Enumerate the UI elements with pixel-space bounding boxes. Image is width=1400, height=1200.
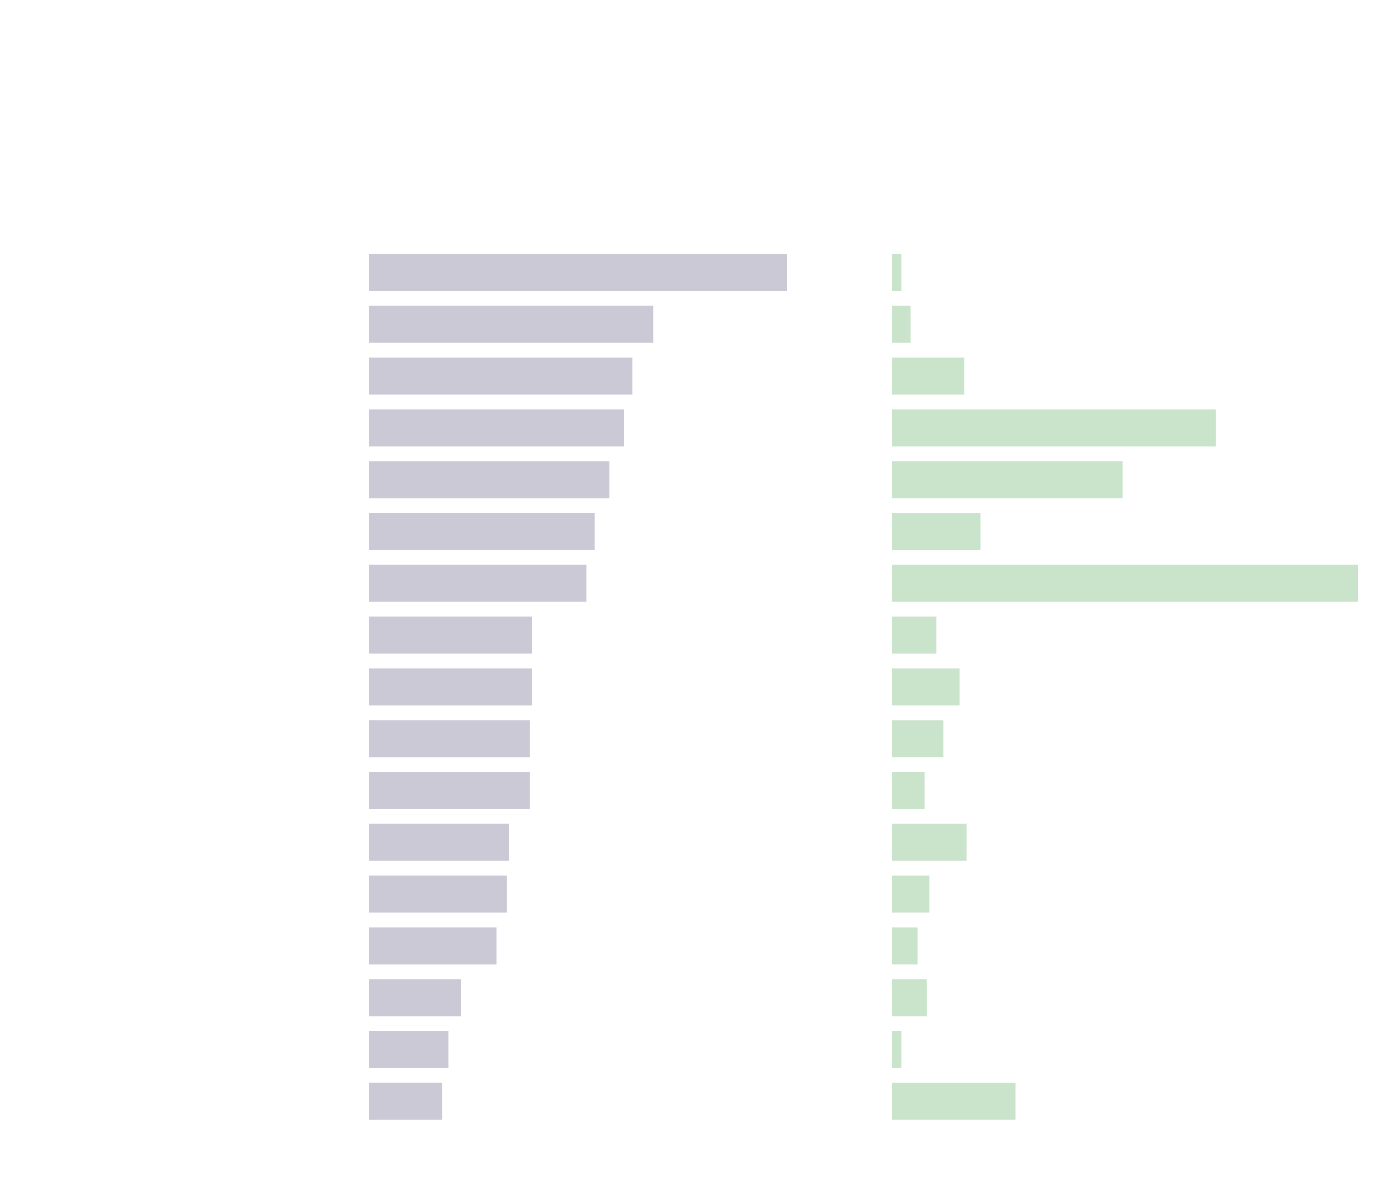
bar-right-10 (892, 720, 944, 758)
bar-left-5 (369, 461, 610, 499)
bar-left-10 (369, 720, 530, 758)
bar-left-8 (369, 616, 532, 654)
bar-left-15 (369, 979, 461, 1017)
bar-right-17 (892, 1082, 1016, 1120)
bar-right-6 (892, 513, 981, 550)
bar-left-16 (369, 1031, 449, 1068)
bar-right-8 (892, 616, 937, 654)
bar-right-13 (892, 875, 930, 913)
bar-right-3 (892, 357, 965, 395)
bar-left-17 (369, 1082, 443, 1120)
bar-left-9 (369, 668, 532, 706)
bar-left-13 (369, 875, 507, 913)
bar-left-12 (369, 823, 509, 861)
bar-right-2 (892, 305, 911, 343)
bar-right-16 (892, 1031, 902, 1068)
bar-left-6 (369, 513, 595, 550)
bar-panel-left (369, 254, 787, 1120)
bar-right-11 (892, 772, 925, 809)
bar-right-7 (892, 564, 1358, 602)
bar-right-14 (892, 927, 918, 965)
bar-right-15 (892, 979, 927, 1017)
bar-left-4 (369, 409, 624, 447)
bar-left-3 (369, 357, 633, 395)
bar-right-12 (892, 823, 967, 861)
bar-left-2 (369, 305, 654, 343)
bar-left-11 (369, 772, 530, 809)
bar-right-9 (892, 668, 960, 706)
bar-panel-right (892, 254, 1358, 1120)
bar-right-4 (892, 409, 1216, 447)
bar-left-14 (369, 927, 497, 965)
bar-left-1 (369, 254, 787, 291)
bar-right-5 (892, 461, 1123, 499)
bar-left-7 (369, 564, 587, 602)
bar-right-1 (892, 254, 902, 291)
